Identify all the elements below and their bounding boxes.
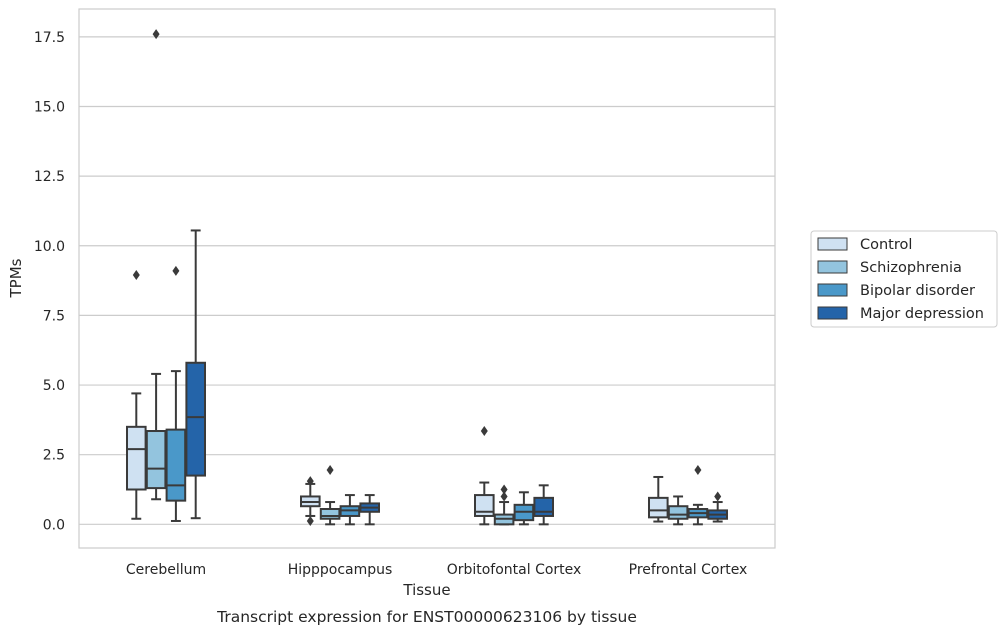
box-iqr (667, 505, 689, 520)
outlier-point (500, 491, 508, 502)
y-tick-label: 17.5 (34, 30, 65, 46)
box-iqr (185, 361, 206, 477)
outlier-point (326, 465, 334, 476)
legend-swatch (817, 237, 848, 251)
box-iqr (165, 428, 187, 502)
x-axis-label: Tissue (402, 581, 450, 599)
y-tick-labels: 0.0 2.5 5.0 7.5 10.0 12.5 15.0 17.5 (34, 30, 65, 533)
legend-swatch (817, 283, 848, 297)
outlier-point (694, 465, 702, 476)
box-iqr (126, 425, 147, 491)
box-bipolar-disorder (687, 465, 709, 526)
outlier-point (714, 491, 722, 502)
outlier-point (306, 476, 314, 487)
legend-swatch (817, 260, 848, 274)
legend-label: Major depression (860, 306, 984, 322)
box-iqr (474, 494, 495, 517)
box-iqr (533, 496, 555, 517)
box-control (126, 270, 147, 520)
y-tick-label: 15.0 (34, 99, 65, 115)
x-tick-label: Cerebellum (126, 562, 206, 578)
box-schizophrenia (667, 495, 689, 526)
y-tick-label: 12.5 (34, 169, 65, 185)
x-tick-label: Prefrontal Cortex (629, 562, 748, 578)
legend-frame (810, 230, 998, 328)
box-series (126, 29, 729, 526)
box-control (474, 426, 495, 526)
box-major-depression (359, 494, 380, 526)
box-bipolar-disorder (339, 494, 361, 526)
y-tick-label: 2.5 (43, 448, 65, 464)
box-iqr (145, 430, 167, 490)
y-tick-label: 0.0 (43, 517, 65, 533)
box-iqr (648, 496, 669, 519)
box-iqr (319, 508, 341, 520)
box-schizophrenia (145, 29, 167, 501)
x-tick-label: Orbitofontal Cortex (447, 562, 582, 578)
outlier-point (480, 426, 488, 437)
legend-label: Control (860, 237, 912, 253)
y-tick-label: 5.0 (43, 378, 65, 394)
box-major-depression (185, 229, 206, 520)
y-tick-label: 7.5 (43, 308, 65, 324)
x-tick-labels: Cerebellum Hipppocampus Orbitofontal Corte… (126, 562, 747, 578)
legend-label: Bipolar disorder (860, 283, 975, 299)
box-major-depression (533, 484, 555, 526)
legend-swatch (817, 306, 848, 320)
outlier-point (152, 29, 160, 40)
box-bipolar-disorder (165, 265, 187, 522)
y-tick-label: 10.0 (34, 239, 65, 255)
box-control (648, 475, 669, 523)
box-schizophrenia (319, 465, 341, 526)
box-major-depression (707, 491, 729, 523)
box-control (300, 476, 321, 526)
legend: Control Schizophrenia Bipolar disorder Majo… (810, 230, 998, 328)
box-schizophrenia (493, 484, 515, 526)
legend-label: Schizophrenia (860, 260, 962, 276)
outlier-point (132, 270, 140, 281)
box-bipolar-disorder (513, 491, 535, 526)
outlier-point (306, 515, 314, 526)
chart-caption: Transcript expression for ENST0000062310… (216, 608, 637, 626)
y-axis-label: TPMs (7, 258, 25, 298)
x-tick-label: Hipppocampus (288, 562, 393, 578)
outlier-point (500, 484, 508, 495)
outlier-point (172, 265, 180, 276)
